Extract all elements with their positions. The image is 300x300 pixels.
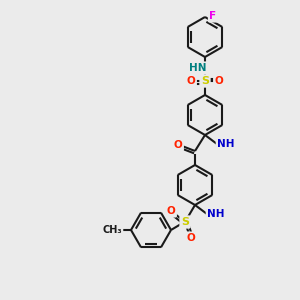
Text: O: O <box>187 76 195 86</box>
Text: NH: NH <box>207 209 225 219</box>
Text: HN: HN <box>189 63 207 73</box>
Text: O: O <box>214 76 224 86</box>
Text: O: O <box>187 233 195 243</box>
Text: O: O <box>174 140 182 150</box>
Text: NH: NH <box>217 139 235 149</box>
Text: S: S <box>181 217 189 227</box>
Text: O: O <box>167 206 176 216</box>
Text: S: S <box>201 76 209 86</box>
Text: CH₃: CH₃ <box>102 225 122 235</box>
Text: F: F <box>209 11 217 21</box>
